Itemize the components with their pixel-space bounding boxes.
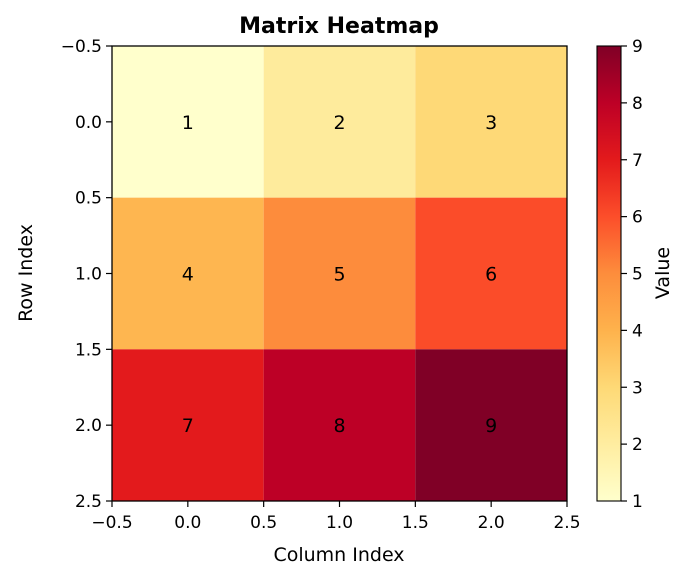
- cell-value-label: 1: [182, 112, 194, 134]
- heatmap-cell: [263, 197, 416, 350]
- x-axis-label: Column Index: [273, 544, 404, 566]
- colorbar-ticks: 1 2 3 4 5 6 7 8 9: [621, 37, 643, 512]
- chart-title: Matrix Heatmap: [239, 14, 439, 39]
- cell-value-label: 4: [182, 264, 194, 286]
- colorbar-tick-label: 9: [632, 37, 643, 57]
- cell-value-label: 9: [485, 415, 497, 437]
- colorbar-tick-label: 6: [632, 208, 643, 228]
- x-tick-label: 2.0: [478, 513, 505, 533]
- x-axis-ticks: −0.5 0.0 0.5 1.0 1.5 2.0 2.5: [91, 501, 581, 533]
- y-tick-label: −0.5: [61, 37, 102, 57]
- colorbar-tick-label: 5: [632, 265, 643, 285]
- colorbar-tick-label: 2: [632, 435, 643, 455]
- y-tick-label: 1.5: [75, 340, 102, 360]
- colorbar-label: Value: [652, 247, 674, 299]
- colorbar-tick-label: 1: [632, 492, 643, 512]
- x-tick-label: 1.0: [326, 513, 353, 533]
- heatmap-cell-labels: 1 2 3 4 5 6 7 8 9: [182, 112, 497, 437]
- cell-value-label: 7: [182, 415, 194, 437]
- y-tick-label: 2.5: [75, 492, 102, 512]
- heatmap-cell: [415, 197, 567, 350]
- x-tick-label: −0.5: [91, 513, 132, 533]
- y-tick-label: 2.0: [75, 416, 102, 436]
- y-tick-label: 0.0: [75, 113, 102, 133]
- x-tick-label: 2.5: [553, 513, 580, 533]
- cell-value-label: 6: [485, 264, 497, 286]
- heatmap-cell: [263, 46, 416, 198]
- x-tick-label: 1.5: [402, 513, 429, 533]
- heatmap-cell: [112, 197, 264, 350]
- colorbar-tick-label: 3: [632, 378, 643, 398]
- colorbar-tick-label: 7: [632, 151, 643, 171]
- heatmap-cell: [112, 46, 264, 198]
- y-axis-ticks: −0.5 0.0 0.5 1.0 1.5 2.0 2.5: [61, 37, 112, 512]
- colorbar: [596, 45, 622, 502]
- cell-value-label: 8: [333, 415, 345, 437]
- cell-value-label: 5: [333, 264, 345, 286]
- heatmap-cell: [415, 349, 567, 501]
- heatmap-cell: [112, 349, 264, 501]
- colorbar-tick-label: 8: [632, 94, 643, 114]
- heatmap-cell: [263, 349, 416, 501]
- heatmap-cells: [112, 46, 567, 501]
- y-tick-label: 1.0: [75, 265, 102, 285]
- y-tick-label: 0.5: [75, 189, 102, 209]
- x-tick-label: 0.0: [174, 513, 201, 533]
- cell-value-label: 2: [333, 112, 345, 134]
- x-tick-label: 0.5: [250, 513, 277, 533]
- y-axis-label: Row Index: [15, 224, 37, 322]
- cell-value-label: 3: [485, 112, 497, 134]
- heatmap-cell: [415, 46, 567, 198]
- colorbar-tick-label: 4: [632, 321, 643, 341]
